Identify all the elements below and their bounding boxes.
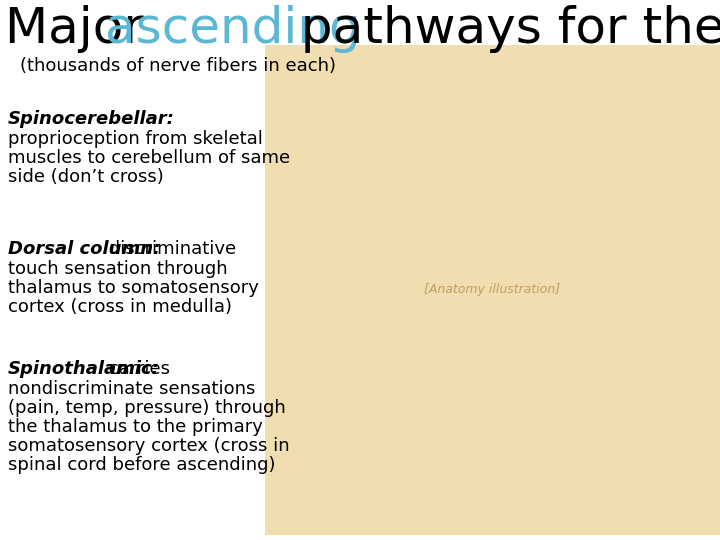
Text: touch sensation through: touch sensation through (8, 260, 228, 278)
Text: spinal cord before ascending): spinal cord before ascending) (8, 456, 276, 474)
Text: Spinothalamic:: Spinothalamic: (8, 360, 160, 378)
Text: Major: Major (5, 5, 160, 53)
Text: proprioception from skeletal: proprioception from skeletal (8, 130, 263, 148)
Text: ascending: ascending (105, 5, 361, 53)
Text: side (don’t cross): side (don’t cross) (8, 168, 163, 186)
Text: muscles to cerebellum of same: muscles to cerebellum of same (8, 149, 290, 167)
Text: Dorsal column:: Dorsal column: (8, 240, 161, 258)
Text: the thalamus to the primary: the thalamus to the primary (8, 418, 263, 436)
Text: Spinocerebellar:: Spinocerebellar: (8, 110, 175, 128)
Bar (265, 45, 720, 535)
Text: [Anatomy illustration]: [Anatomy illustration] (424, 284, 561, 296)
Text: nondiscriminate sensations: nondiscriminate sensations (8, 380, 256, 398)
Text: cortex (cross in medulla): cortex (cross in medulla) (8, 298, 232, 316)
Text: thalamus to somatosensory: thalamus to somatosensory (8, 279, 259, 297)
Text: somatosensory cortex (cross in: somatosensory cortex (cross in (8, 437, 289, 455)
Text: pathways for the somatic senses: pathways for the somatic senses (285, 5, 720, 53)
Text: (pain, temp, pressure) through: (pain, temp, pressure) through (8, 399, 286, 417)
Text: carries: carries (103, 360, 170, 378)
Text: discriminative: discriminative (103, 240, 235, 258)
Text: (thousands of nerve fibers in each): (thousands of nerve fibers in each) (20, 57, 336, 75)
